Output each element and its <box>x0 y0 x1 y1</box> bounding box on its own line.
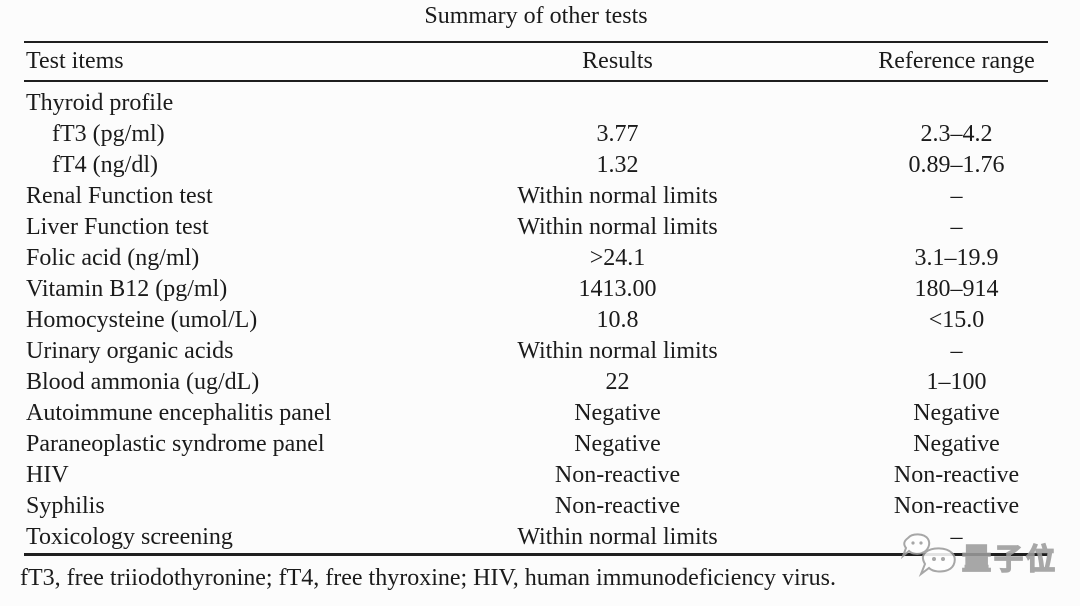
cell-test-item: Blood ammonia (ug/dL) <box>26 369 260 395</box>
cell-test-item: Thyroid profile <box>26 90 174 116</box>
cell-result: Negative <box>574 400 661 426</box>
table-row: HIV Non-reactive Non-reactive <box>24 460 1048 491</box>
cell-test-item: Syphilis <box>26 493 105 519</box>
cell-reference-range: 2.3–4.2 <box>920 121 993 147</box>
cell-test-item: fT3 (pg/ml) <box>52 121 165 147</box>
page-title: Summary of other tests <box>424 3 648 29</box>
table-row: Thyroid profile <box>24 88 1048 119</box>
table-row: Toxicology screening Within normal limit… <box>24 522 1048 553</box>
cell-test-item: Liver Function test <box>26 214 209 240</box>
cell-result: Within normal limits <box>517 183 718 209</box>
table-row: fT4 (ng/dl) 1.32 0.89–1.76 <box>24 150 1048 181</box>
cell-result: >24.1 <box>589 245 646 271</box>
cell-test-item: Folic acid (ng/ml) <box>26 245 200 271</box>
cell-test-item: Autoimmune encephalitis panel <box>26 400 332 426</box>
table-row: Vitamin B12 (pg/ml) 1413.00 180–914 <box>24 274 1048 305</box>
table-footnote: fT3, free triiodothyronine; fT4, free th… <box>20 565 836 591</box>
column-header-test-items: Test items <box>26 48 124 74</box>
cell-reference-range: Non-reactive <box>893 462 1020 488</box>
cell-test-item: Urinary organic acids <box>26 338 234 364</box>
table-top-rule <box>24 41 1048 43</box>
table-row: Blood ammonia (ug/dL) 22 1–100 <box>24 367 1048 398</box>
cell-result: 1413.00 <box>578 276 657 302</box>
cell-test-item: Renal Function test <box>26 183 213 209</box>
table-row: Folic acid (ng/ml) >24.1 3.1–19.9 <box>24 243 1048 274</box>
table-bottom-rule <box>24 553 1048 556</box>
table-row: Liver Function test Within normal limits… <box>24 212 1048 243</box>
cell-reference-range: – <box>950 524 963 550</box>
cell-result: Negative <box>574 431 661 457</box>
summary-table: Test items Results Reference range Thyro… <box>24 41 1048 556</box>
table-body: Thyroid profile fT3 (pg/ml) 3.77 2.3–4.2… <box>24 82 1048 553</box>
cell-result: 1.32 <box>596 152 639 178</box>
cell-test-item: HIV <box>26 462 69 488</box>
table-header-rule <box>24 80 1048 82</box>
table-row: Syphilis Non-reactive Non-reactive <box>24 491 1048 522</box>
cell-result: Within normal limits <box>517 214 718 240</box>
cell-reference-range: – <box>950 338 963 364</box>
cell-result: Non-reactive <box>554 462 681 488</box>
cell-test-item: Paraneoplastic syndrome panel <box>26 431 325 457</box>
cell-reference-range: Negative <box>913 400 1000 426</box>
cell-reference-range: 0.89–1.76 <box>908 152 1005 178</box>
cell-reference-range: 3.1–19.9 <box>914 245 999 271</box>
cell-result: 22 <box>605 369 630 395</box>
qbitai-watermark: 量子位 <box>898 528 1058 586</box>
table-row: Renal Function test Within normal limits… <box>24 181 1048 212</box>
cell-result: 3.77 <box>596 121 639 147</box>
cell-reference-range: <15.0 <box>928 307 985 333</box>
cell-reference-range: 180–914 <box>914 276 999 302</box>
cell-test-item: Toxicology screening <box>26 524 233 550</box>
cell-test-item: Homocysteine (umol/L) <box>26 307 258 333</box>
cell-result: Within normal limits <box>517 524 718 550</box>
table-row: fT3 (pg/ml) 3.77 2.3–4.2 <box>24 119 1048 150</box>
table-row: Paraneoplastic syndrome panel Negative N… <box>24 429 1048 460</box>
cell-reference-range: 1–100 <box>926 369 987 395</box>
table-header-row: Test items Results Reference range <box>24 43 1048 80</box>
cell-test-item: fT4 (ng/dl) <box>52 152 158 178</box>
cell-reference-range: – <box>950 183 963 209</box>
cell-reference-range: – <box>950 214 963 240</box>
table-row: Autoimmune encephalitis panel Negative N… <box>24 398 1048 429</box>
cell-test-item: Vitamin B12 (pg/ml) <box>26 276 228 302</box>
column-header-results: Results <box>582 48 653 74</box>
column-header-reference-range: Reference range <box>878 48 1035 74</box>
cell-reference-range: Negative <box>913 431 1000 457</box>
watermark-text: 量子位 <box>961 541 1059 577</box>
cell-result: Within normal limits <box>517 338 718 364</box>
cell-result: 10.8 <box>596 307 639 333</box>
cell-result: Non-reactive <box>554 493 681 519</box>
table-row: Urinary organic acids Within normal limi… <box>24 336 1048 367</box>
speech-bubbles-icon <box>900 533 956 577</box>
table-row: Homocysteine (umol/L) 10.8 <15.0 <box>24 305 1048 336</box>
cell-reference-range: Non-reactive <box>893 493 1020 519</box>
